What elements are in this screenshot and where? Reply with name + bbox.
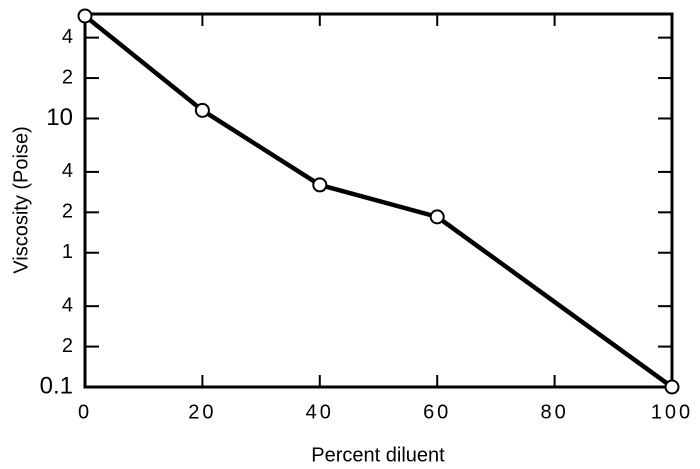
y-tick-label: 2: [62, 66, 73, 88]
y-tick-label: 2: [62, 335, 73, 357]
marker: [312, 177, 328, 193]
x-tick-label: 100: [651, 401, 693, 423]
x-tick-label: 80: [540, 401, 568, 423]
marker: [664, 379, 680, 395]
y-tick-label: 1: [62, 241, 73, 263]
marker: [194, 102, 210, 118]
x-tick-label: 60: [423, 401, 451, 423]
x-tick-label: 40: [306, 401, 334, 423]
line: [83, 14, 674, 389]
y-tick-label: 10: [46, 104, 73, 131]
x-tick-label: 0: [78, 401, 92, 423]
marker: [77, 8, 93, 24]
y-axis-label: Viscosity (Poise): [10, 126, 32, 273]
x-tick-label: 20: [188, 401, 216, 423]
y-tick-label: 0.1: [40, 372, 73, 399]
y-tick-label: 2: [62, 201, 73, 223]
x-axis-label: Percent diluent: [311, 444, 445, 466]
plot-frame: [83, 12, 674, 389]
y-tick-label: 4: [62, 294, 73, 316]
y-tick-label: 4: [62, 160, 73, 182]
y-tick-label: 4: [62, 26, 73, 48]
marker: [429, 209, 445, 225]
